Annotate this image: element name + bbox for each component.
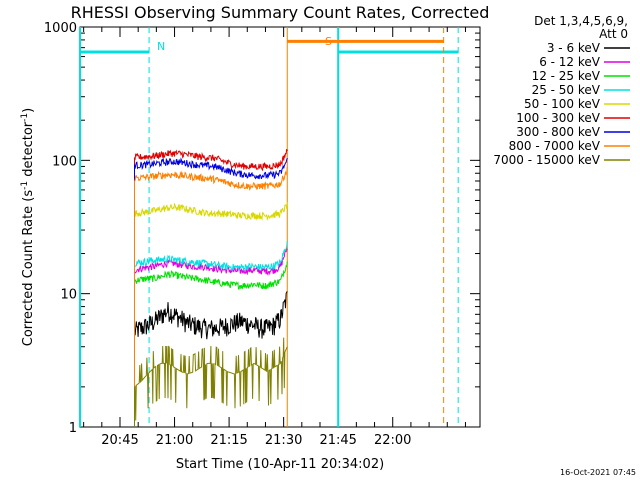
- series-line: [134, 246, 288, 427]
- legend-header-line1: Det 1,3,4,5,6,9,: [534, 14, 628, 28]
- legend-entry-label: 7000 - 15000 keV: [493, 153, 600, 167]
- x-axis-label: Start Time (10-Apr-11 20:34:02): [176, 457, 384, 472]
- legend-entry-label: 300 - 800 keV: [516, 125, 600, 139]
- legend-entry-label: 50 - 100 keV: [524, 97, 601, 111]
- y-axis-label-main: Corrected Count Rate (s: [21, 190, 36, 347]
- y-tick-label: 1: [69, 421, 77, 436]
- y-axis-label-mid: detector: [21, 121, 36, 181]
- y-axis-label-end: ): [21, 108, 36, 113]
- state-lines: [79, 27, 459, 427]
- x-tick-label: 21:45: [319, 433, 356, 448]
- y-tick-label: 1000: [44, 21, 77, 36]
- series-line: [134, 166, 288, 427]
- legend-entry-label: 100 - 300 keV: [516, 111, 600, 125]
- legend-entry-label: 6 - 12 keV: [539, 55, 601, 69]
- series-line: [134, 291, 288, 427]
- x-axis: 20:45 21:00 21:15 21:30 21:45 22:00: [83, 27, 466, 448]
- series-line: [134, 337, 288, 427]
- series-line: [134, 148, 288, 427]
- series-lines: [134, 148, 288, 427]
- series-line: [134, 261, 288, 427]
- x-tick-label: 22:00: [374, 433, 411, 448]
- legend-entry-label: 3 - 6 keV: [547, 41, 601, 55]
- marker-n: N: [157, 40, 165, 53]
- y-tick-label: 100: [52, 154, 77, 169]
- x-tick-label: 21:00: [156, 433, 193, 448]
- legend-header-line2: Att 0: [599, 27, 628, 41]
- series-line: [134, 201, 288, 427]
- legend-entry-label: 800 - 7000 keV: [509, 139, 601, 153]
- marker-s: S: [325, 35, 332, 48]
- legend-entry-label: 12 - 25 keV: [532, 69, 601, 83]
- series-line: [134, 157, 288, 427]
- x-tick-label: 20:45: [101, 433, 138, 448]
- y-axis-label: Corrected Count Rate (s-1 detector-1): [20, 108, 36, 346]
- series-line: [134, 240, 288, 427]
- x-tick-label: 21:15: [210, 433, 247, 448]
- chart-title: RHESSI Observing Summary Count Rates, Co…: [71, 3, 490, 22]
- y-tick-label: 10: [60, 288, 77, 303]
- x-tick-label: 21:30: [265, 433, 302, 448]
- timestamp: 16-Oct-2021 07:45: [560, 468, 636, 477]
- y-axis-label-sup1: -1: [20, 181, 30, 190]
- legend-entry-label: 25 - 50 keV: [532, 83, 601, 97]
- y-axis: 1 10 100 1000: [44, 21, 480, 436]
- y-axis-label-sup2: -1: [20, 113, 30, 122]
